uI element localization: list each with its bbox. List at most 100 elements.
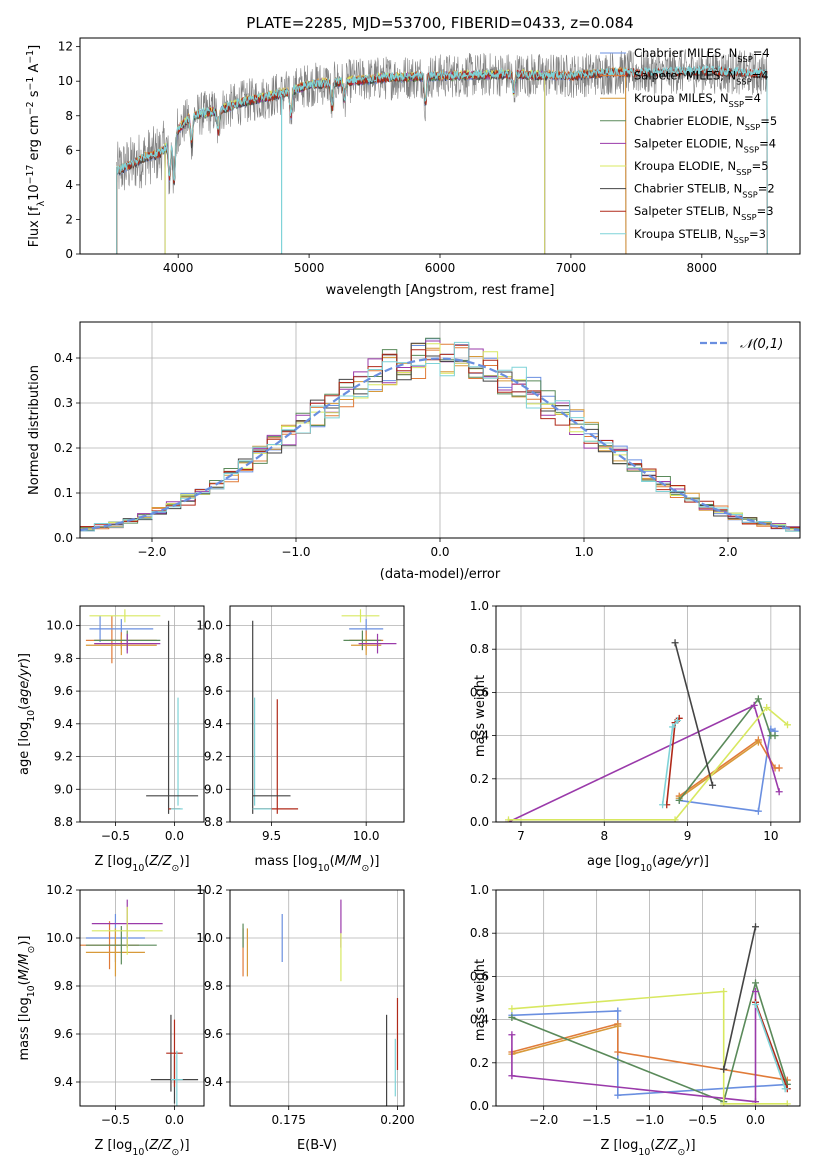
label-part: ] [27, 45, 42, 50]
age_vs_Z-x-label: Z [log10(Z/Z⊙)] [94, 854, 189, 874]
age_vs_mass-x-label: mass [log10(M/M⊙)] [255, 854, 380, 874]
label-part: 10 [638, 1147, 650, 1158]
label-part: ( [144, 1138, 149, 1153]
label-part: Salpeter ELODIE, N [634, 136, 744, 150]
legend-label-chabrier_miles: Chabrier MILES, NSSP=4 [634, 46, 770, 64]
x-tick-label: 9.5 [262, 829, 281, 843]
weight-marker-kroupa_elodie [671, 816, 679, 822]
weight-marker-chabrier_elodie [754, 695, 762, 703]
weight_vs_age-y-label: mass weight [473, 675, 488, 757]
x-tick-label: 7 [517, 829, 525, 843]
label-part: 10 [318, 863, 330, 874]
label-part: Z/Z [148, 1138, 172, 1153]
weight-marker-salpeter_miles [775, 764, 783, 772]
label-part: Chabrier MILES, N [634, 46, 737, 60]
axes-frame [79, 605, 205, 823]
label-part: ⊙ [361, 863, 369, 874]
y-tick-label: 1.0 [470, 883, 489, 897]
weight-marker-chabrier_miles [614, 1007, 622, 1015]
y-tick-label: 12 [58, 40, 73, 54]
label-part: Kroupa ELODIE, N [634, 159, 736, 173]
plot-area [80, 899, 199, 1106]
label-part: Z [log [600, 1138, 638, 1153]
label-part: −17 [25, 165, 36, 185]
label-part: )] [179, 854, 189, 869]
y-tick-label: 9.2 [204, 750, 223, 764]
weight-marker-kroupa_stelib [781, 1085, 789, 1093]
y-tick-label: 8 [65, 109, 73, 123]
label-part: Kroupa STELIB, N [634, 227, 734, 241]
axes-frame [79, 321, 801, 539]
y-tick-label: 0.0 [54, 531, 73, 545]
x-tick-label: 8000 [687, 261, 718, 275]
label-part: ( [17, 705, 32, 710]
y-tick-label: 9.8 [204, 651, 223, 665]
weight_vs_age-x-label: age [log10(age/yr)] [587, 854, 709, 874]
legend-label-salpeter_elodie: Salpeter ELODIE, NSSP=4 [634, 136, 776, 154]
weight-marker-chabrier_stelib [671, 639, 679, 647]
weight-marker-kroupa_stelib [669, 723, 677, 731]
y-tick-label: 0.8 [470, 642, 489, 656]
legend-label-chabrier_elodie: Chabrier ELODIE, NSSP=5 [634, 114, 777, 132]
label-part: −1 [25, 77, 36, 91]
label-part: Chabrier ELODIE, N [634, 114, 745, 128]
plot-area [85, 609, 199, 814]
y-tick-label: 10.0 [46, 931, 73, 945]
label-part: ( [144, 854, 149, 869]
label-part: )] [17, 653, 32, 663]
weight-line-kroupa_elodie [508, 706, 789, 821]
label-part: M/M [335, 854, 362, 869]
y-tick-label: 10.0 [196, 931, 223, 945]
x-tick-label: 10.0 [353, 829, 380, 843]
y-tick-label: 0.2 [470, 1056, 489, 1070]
x-tick-label: −0.5 [101, 1113, 130, 1127]
y-tick-label: 9.6 [54, 684, 73, 698]
figure-title: PLATE=2285, MJD=53700, FIBERID=0433, z=0… [246, 14, 633, 32]
y-tick-label: 4 [65, 178, 73, 192]
y-tick-label: 9.2 [54, 750, 73, 764]
label-part: mass weight [473, 675, 488, 757]
label-part: =4 [759, 136, 776, 150]
weight-line-salpeter_stelib [754, 1002, 789, 1089]
y-tick-label: 2 [65, 212, 73, 226]
x-tick-label: 0.0 [165, 829, 184, 843]
label-part: SSP [737, 54, 752, 64]
label-part: M/M [17, 954, 32, 981]
x-tick-label: 6000 [425, 261, 456, 275]
y-tick-label: 0.6 [470, 969, 489, 983]
axes-frame [495, 889, 801, 1107]
weight-marker-chabrier_elodie [752, 979, 760, 987]
weight-line-kroupa_elodie [511, 990, 788, 1105]
x-tick-label: −1.0 [281, 545, 310, 559]
y-tick-label: 0.4 [54, 351, 73, 365]
weight-marker-kroupa_elodie [783, 1100, 791, 1106]
model-spectrum-kroupa_stelib [116, 64, 768, 254]
weight-line-salpeter_elodie [511, 991, 757, 1103]
label-part: )] [699, 854, 709, 869]
y-tick-label: 9.0 [204, 782, 223, 796]
x-tick-label: 0.200 [380, 1113, 414, 1127]
label-part: =3 [757, 204, 774, 218]
label-part: A [27, 64, 42, 77]
label-part: age/yr [657, 854, 700, 869]
weight-line-chabrier_stelib [722, 926, 757, 1070]
label-part: wavelength [Angstrom, rest frame] [326, 283, 555, 298]
weight-marker-kroupa_stelib [659, 801, 667, 809]
label-part: 10 [132, 863, 144, 874]
age_vs_Z-panel: −0.5 0.08.89.09.29.49.69.810.0Z [log10(Z/… [17, 605, 205, 874]
x-tick-label: 0.0 [746, 1113, 765, 1127]
weight-marker-kroupa_elodie [720, 1100, 728, 1106]
y-tick-label: 0.4 [470, 729, 489, 743]
x-tick-label: −2.0 [529, 1113, 558, 1127]
y-tick-label: 9.8 [54, 651, 73, 665]
weight-line-kroupa_miles [511, 1025, 619, 1055]
label-part: ⊙ [678, 1147, 686, 1158]
y-tick-label: 9.8 [204, 979, 223, 993]
label-part: erg cm [27, 115, 42, 164]
label-part: ⊙ [172, 1147, 180, 1158]
weight-marker-kroupa_elodie [763, 704, 771, 712]
legend-label-salpeter_miles: Salpeter MILES, NSSP=4 [634, 69, 769, 87]
y-tick-label: 10 [58, 74, 73, 88]
